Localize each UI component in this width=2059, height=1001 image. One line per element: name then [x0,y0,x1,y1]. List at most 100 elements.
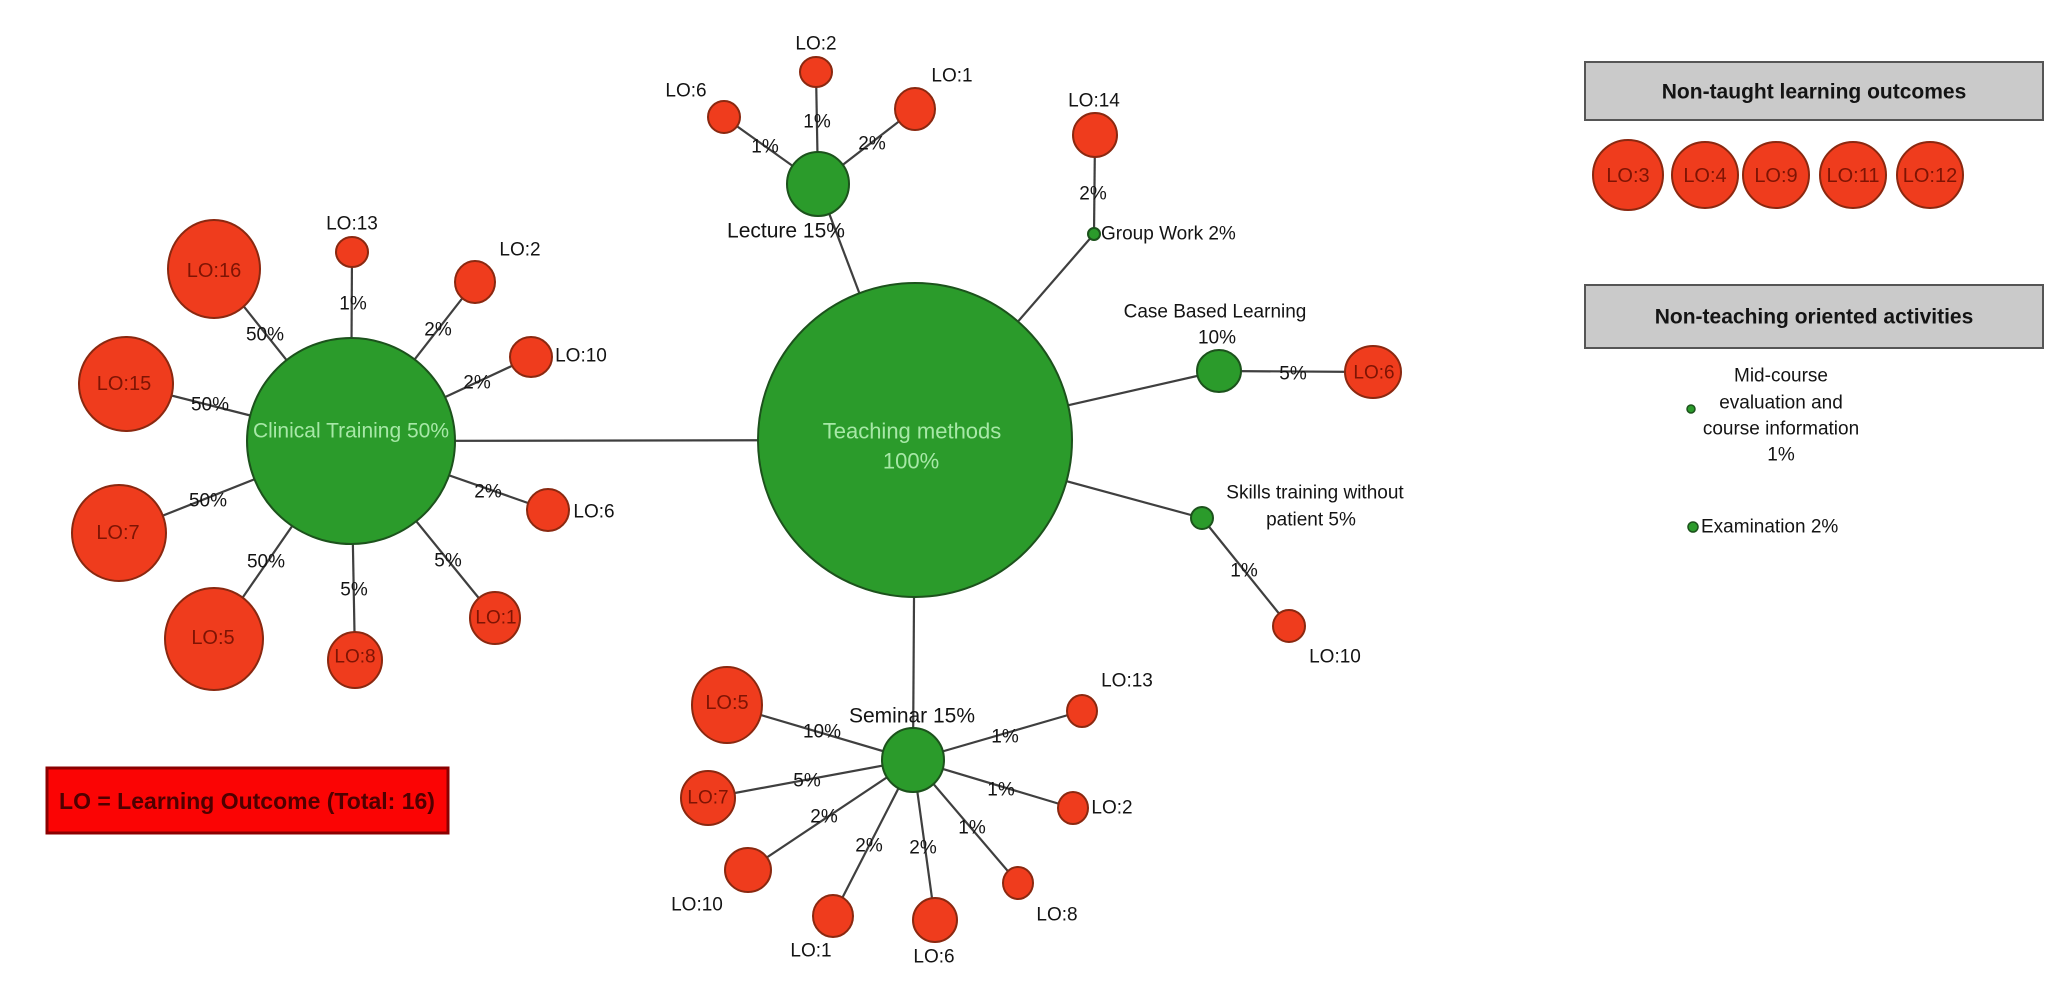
label-cbl-1: Case Based Learning [1124,302,1307,323]
label-seminar-lo6: LO:6 [913,947,954,968]
edge-seminar-to-seminar-lo10 [747,759,914,871]
edge-label-clinical-to-clinical-lo2: 2% [424,320,452,341]
label-nontaught-lo12: LO:12 [1903,165,1957,187]
node-seminar-lo6 [912,897,958,943]
node-seminar [881,727,945,793]
midcourse-line-2: evaluation and [1719,393,1843,414]
label-nontaught-lo3: LO:3 [1606,165,1649,187]
node-cbl-lo6 [1344,345,1402,399]
node-clinical [246,337,456,545]
node-lecture-lo1 [894,87,936,131]
label-clinical-lo10: LO:10 [555,346,607,367]
label-lecture-lo1: LO:1 [931,66,972,87]
node-skills [1190,506,1214,530]
node-clinical-lo2 [454,260,496,304]
label-seminar-lo13: LO:13 [1101,671,1153,692]
midcourse-line-1: Mid-course [1734,366,1828,387]
edge-label-seminar-to-seminar-lo1: 2% [855,836,883,857]
edge-label-seminar-to-seminar-lo8: 1% [958,818,986,839]
edge-label-clinical-to-clinical-lo16: 50% [246,325,284,346]
node-nontaught-lo4 [1671,141,1739,209]
edge-label-cbl-to-cbl-lo6: 5% [1279,364,1307,385]
label-clinical-lo6: LO:6 [573,502,614,523]
label-clinical-lo8: LO:8 [334,647,375,668]
label-skills-1: Skills training without [1226,483,1404,504]
box-label-lo-key: LO = Learning Outcome (Total: 16) [59,788,435,814]
node-clinical-lo13 [335,236,369,268]
label-skills-2: patient 5% [1266,510,1356,531]
box-non-taught-header [1584,61,2044,121]
box-non-teaching-header [1584,284,2044,349]
label-cbl-lo6: LO:6 [1353,363,1394,384]
label-lecture-lo6: LO:6 [665,81,706,102]
node-lecture [786,151,850,217]
edge-label-lecture-to-lecture-lo6: 1% [751,137,779,158]
label-nontaught-lo4: LO:4 [1683,165,1726,187]
node-groupwork [1087,227,1101,241]
edge-label-seminar-to-seminar-lo7: 5% [793,771,821,792]
box-label-non-teaching-header: Non-teaching oriented activities [1655,306,1974,329]
midcourse-line-4: 1% [1767,445,1795,466]
examination-label: Examination 2% [1701,517,1838,538]
node-seminar-lo2 [1057,791,1089,825]
node-clinical-lo6 [526,488,570,532]
edge-label-seminar-to-seminar-lo5: 10% [803,722,841,743]
label-clinical-lo16: LO:16 [187,260,241,282]
box-label-non-taught-header: Non-taught learning outcomes [1662,81,1967,104]
node-examination-dot [1687,521,1699,533]
node-skills-lo10 [1272,609,1306,643]
edge-label-clinical-to-clinical-lo8: 5% [340,580,368,601]
node-clinical-lo1 [469,591,521,645]
box-lo-key [45,766,450,835]
label-nontaught-lo9: LO:9 [1754,165,1797,187]
label-teaching-1: Teaching methods [823,419,1002,444]
node-lecture-lo6 [707,100,741,134]
label-lecture-lo2: LO:2 [795,34,836,55]
node-midcourse-dot [1686,404,1696,414]
edge-label-clinical-to-clinical-lo7: 50% [189,491,227,512]
node-clinical-lo10 [509,336,553,378]
node-seminar-lo5 [691,666,763,744]
node-nontaught-lo12 [1896,141,1964,209]
node-nontaught-lo9 [1742,141,1810,209]
edge-label-clinical-to-clinical-lo6: 2% [474,482,502,503]
label-skills-lo10: LO:10 [1309,647,1361,668]
edge-label-seminar-to-seminar-lo2: 1% [987,780,1015,801]
edge-label-lecture-to-lecture-lo1: 2% [858,134,886,155]
node-teaching [757,282,1073,598]
node-lecture-lo2 [799,56,833,88]
edge-label-skills-to-skills-lo10: 1% [1230,561,1258,582]
node-groupwork-lo14 [1072,112,1118,158]
edge-label-clinical-to-clinical-lo1: 5% [434,551,462,572]
edge-label-lecture-to-lecture-lo2: 1% [803,112,831,133]
label-clinical: Clinical Training 50% [253,420,449,443]
label-seminar: Seminar 15% [849,705,975,728]
edge-label-clinical-to-clinical-lo15: 50% [191,395,229,416]
midcourse-line-3: course information [1703,419,1859,440]
edge-seminar-to-seminar-lo7 [707,758,914,800]
node-clinical-lo7 [71,484,167,582]
node-cbl [1196,349,1242,393]
label-seminar-lo7: LO:7 [687,788,728,809]
label-seminar-lo1: LO:1 [790,941,831,962]
node-seminar-lo8 [1002,866,1034,900]
label-clinical-lo2: LO:2 [499,240,540,261]
label-clinical-lo7: LO:7 [96,522,139,544]
node-clinical-lo8 [327,631,383,689]
label-clinical-lo15: LO:15 [97,373,151,395]
label-lecture: Lecture 15% [727,220,845,243]
edge-label-groupwork-to-groupwork-lo14: 2% [1079,184,1107,205]
label-teaching-2: 100% [883,449,939,474]
node-nontaught-lo3 [1592,139,1664,211]
label-seminar-lo8: LO:8 [1036,905,1077,926]
edge-label-seminar-to-seminar-lo13: 1% [991,727,1019,748]
label-cbl-2: 10% [1198,328,1236,349]
node-nontaught-lo11 [1819,141,1887,209]
edge-label-clinical-to-clinical-lo10: 2% [463,373,491,394]
label-groupwork: Group Work 2% [1101,224,1236,245]
label-clinical-lo13: LO:13 [326,214,378,235]
label-clinical-lo1: LO:1 [475,608,516,629]
label-groupwork-lo14: LO:14 [1068,91,1120,112]
